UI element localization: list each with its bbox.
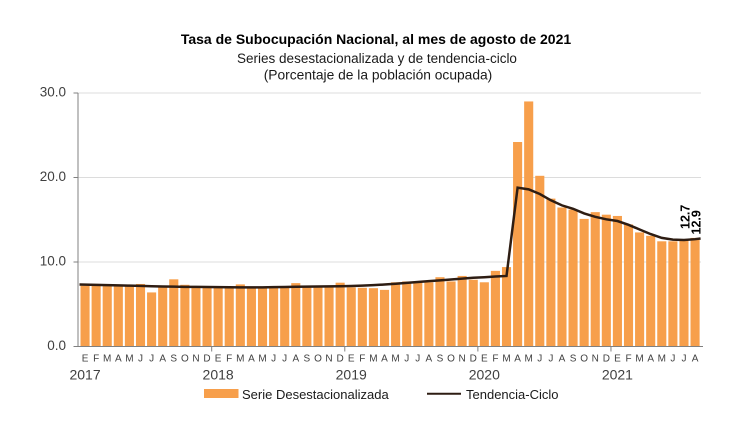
svg-text:2020: 2020 (469, 367, 500, 383)
svg-text:D: D (603, 354, 610, 365)
svg-text:2019: 2019 (336, 367, 367, 383)
svg-text:20.0: 20.0 (40, 169, 66, 184)
svg-text:M: M (103, 354, 111, 365)
svg-text:J: J (271, 354, 276, 365)
svg-text:E: E (82, 354, 89, 365)
svg-text:A: A (647, 354, 654, 365)
svg-text:A: A (559, 354, 566, 365)
svg-text:10.0: 10.0 (40, 254, 66, 269)
svg-text:A: A (381, 354, 388, 365)
svg-text:E: E (348, 354, 355, 365)
svg-text:0.0: 0.0 (47, 338, 66, 353)
svg-text:2018: 2018 (203, 367, 234, 383)
svg-text:F: F (625, 354, 631, 365)
svg-text:S: S (570, 354, 577, 365)
svg-text:O: O (447, 354, 455, 365)
svg-text:Tasa de Subocupación Nacional,: Tasa de Subocupación Nacional, al mes de… (181, 31, 572, 47)
svg-text:M: M (635, 354, 643, 365)
svg-text:J: J (138, 354, 143, 365)
svg-text:D: D (470, 354, 477, 365)
svg-text:N: N (592, 354, 599, 365)
svg-text:2017: 2017 (69, 367, 100, 383)
svg-text:S: S (304, 354, 311, 365)
svg-text:J: J (415, 354, 420, 365)
svg-text:F: F (492, 354, 498, 365)
svg-text:O: O (314, 354, 322, 365)
svg-text:M: M (502, 354, 510, 365)
svg-text:12.9: 12.9 (690, 210, 704, 234)
svg-text:F: F (359, 354, 365, 365)
svg-text:M: M (369, 354, 377, 365)
svg-text:D: D (203, 354, 210, 365)
svg-text:S: S (437, 354, 444, 365)
svg-text:(Porcentaje de la población oc: (Porcentaje de la población ocupada) (264, 68, 493, 83)
svg-text:F: F (93, 354, 99, 365)
svg-text:J: J (681, 354, 686, 365)
svg-text:12.7: 12.7 (679, 205, 693, 229)
svg-text:Series desestacionalizada y de: Series desestacionalizada y de tendencia… (237, 51, 517, 66)
svg-text:M: M (125, 354, 133, 365)
svg-text:J: J (670, 354, 675, 365)
svg-text:N: N (192, 354, 199, 365)
svg-text:J: J (537, 354, 542, 365)
svg-text:A: A (115, 354, 122, 365)
svg-text:30.0: 30.0 (40, 85, 66, 100)
svg-text:J: J (149, 354, 154, 365)
svg-text:Tendencia-Ciclo: Tendencia-Ciclo (466, 387, 559, 402)
svg-text:E: E (215, 354, 222, 365)
svg-text:M: M (236, 354, 244, 365)
svg-text:Serie Desestacionalizada: Serie Desestacionalizada (242, 387, 389, 402)
svg-text:O: O (580, 354, 588, 365)
svg-text:A: A (292, 354, 299, 365)
svg-text:N: N (459, 354, 466, 365)
svg-text:J: J (548, 354, 553, 365)
svg-text:M: M (391, 354, 399, 365)
svg-text:F: F (226, 354, 232, 365)
svg-text:M: M (658, 354, 666, 365)
svg-text:E: E (614, 354, 621, 365)
svg-text:J: J (404, 354, 409, 365)
svg-text:M: M (525, 354, 533, 365)
svg-text:J: J (282, 354, 287, 365)
svg-text:S: S (170, 354, 177, 365)
svg-text:A: A (514, 354, 521, 365)
svg-text:2021: 2021 (602, 367, 633, 383)
svg-text:O: O (181, 354, 189, 365)
svg-text:A: A (426, 354, 433, 365)
svg-text:A: A (159, 354, 166, 365)
svg-text:A: A (692, 354, 699, 365)
svg-text:D: D (337, 354, 344, 365)
svg-text:N: N (325, 354, 332, 365)
svg-text:A: A (248, 354, 255, 365)
svg-text:M: M (258, 354, 266, 365)
svg-text:E: E (481, 354, 488, 365)
